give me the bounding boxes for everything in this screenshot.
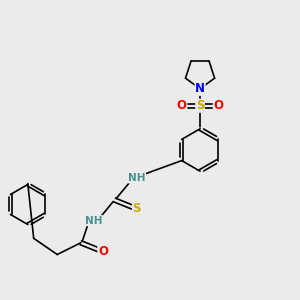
Text: NH: NH (128, 173, 146, 183)
Text: O: O (98, 245, 108, 258)
Text: NH: NH (85, 216, 103, 226)
Text: O: O (177, 99, 187, 112)
Text: O: O (213, 99, 223, 112)
Text: S: S (196, 99, 204, 112)
Text: N: N (195, 82, 205, 95)
Text: S: S (133, 202, 141, 215)
